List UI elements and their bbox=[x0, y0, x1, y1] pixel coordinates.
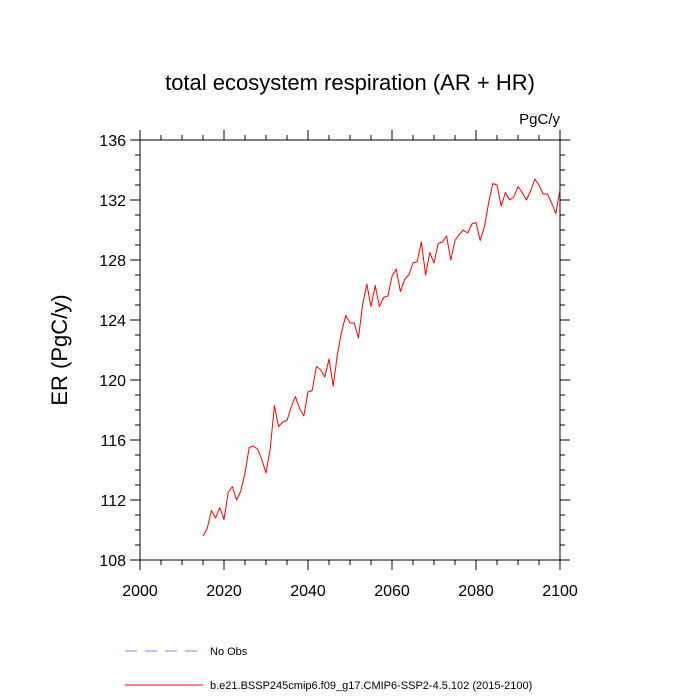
y-tick-label: 132 bbox=[99, 193, 126, 210]
y-tick-label: 116 bbox=[100, 433, 126, 450]
y-tick-label: 108 bbox=[99, 553, 126, 570]
x-tick-label: 2040 bbox=[290, 583, 326, 600]
x-tick-label: 2000 bbox=[122, 583, 158, 600]
x-tick-label: 2100 bbox=[542, 583, 578, 600]
plot-frame bbox=[139, 139, 561, 561]
legend-label-model: b.e21.BSSP245cmip6.f09_g17.CMIP6-SSP2-4.… bbox=[210, 680, 532, 692]
legend-label-no-obs: No Obs bbox=[210, 646, 248, 658]
chart-title: total ecosystem respiration (AR + HR) bbox=[165, 70, 535, 95]
y-tick-label: 124 bbox=[99, 313, 126, 330]
data-series bbox=[202, 178, 561, 537]
y-tick-label: 112 bbox=[100, 493, 126, 510]
legend: No Obs b.e21.BSSP245cmip6.f09_g17.CMIP6-… bbox=[125, 646, 532, 692]
tick-labels: 2000 2020 2040 2060 2080 2100 108 112 116 120 124 1… bbox=[99, 133, 578, 600]
axis-ticks bbox=[130, 130, 570, 570]
units-label: PgC/y bbox=[519, 111, 560, 128]
x-tick-label: 2020 bbox=[206, 583, 242, 600]
y-tick-label: 128 bbox=[99, 253, 126, 270]
y-tick-label: 120 bbox=[99, 373, 126, 390]
x-tick-label: 2080 bbox=[458, 583, 494, 600]
y-tick-label: 136 bbox=[99, 133, 126, 150]
series-line-1 bbox=[202, 178, 561, 537]
y-axis-label: ER (PgC/y) bbox=[47, 294, 72, 405]
x-tick-label: 2060 bbox=[374, 583, 410, 600]
